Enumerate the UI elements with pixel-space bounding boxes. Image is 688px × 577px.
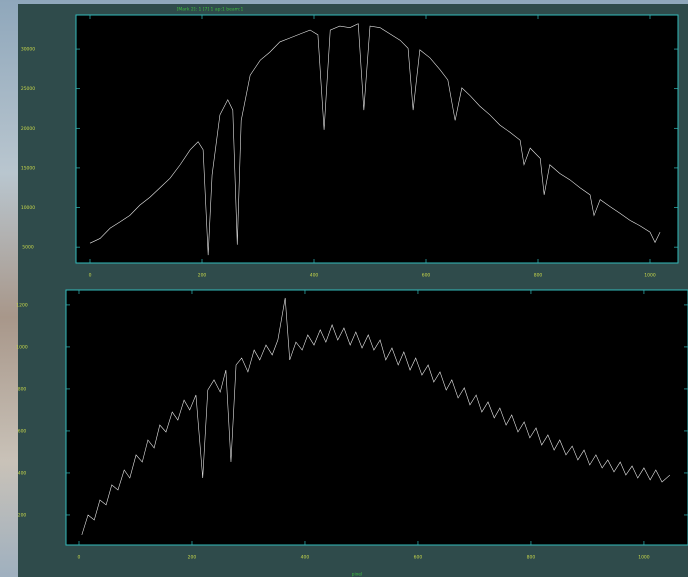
y-tick-label: 25000 [21, 86, 35, 92]
plot-area [65, 289, 688, 546]
y-tick-label: 1200 [16, 302, 28, 308]
y-tick-label: 800 [18, 386, 27, 392]
spectrum-line [81, 297, 671, 536]
spectrum-line [89, 23, 661, 256]
y-tick-label: 30000 [21, 47, 35, 53]
y-tick-label: 600 [18, 428, 27, 434]
x-axis-label: pixel [352, 572, 363, 577]
y-tick-label: 200 [18, 512, 27, 518]
y-tick-label: 20000 [21, 126, 35, 132]
x-tick-label: 200 [188, 555, 197, 561]
x-tick-label: 1000 [644, 273, 656, 279]
x-tick-label: 800 [534, 273, 543, 279]
y-tick-label: 1000 [16, 344, 28, 350]
x-tick-label: 400 [310, 273, 319, 279]
x-tick-label: 1000 [638, 555, 650, 561]
y-tick-label: 5000 [22, 245, 34, 251]
x-tick-label: 600 [422, 273, 431, 279]
y-tick-label: 15000 [21, 165, 35, 171]
y-tick-label: 10000 [21, 205, 35, 211]
chart-title: [Mark 2]: 1 [7] 1 ap:1 beam:1 [177, 7, 244, 13]
plot-area [75, 14, 679, 264]
y-tick-label: 400 [18, 470, 27, 476]
x-tick-label: 400 [301, 555, 310, 561]
x-tick-label: 0 [89, 273, 92, 279]
x-tick-label: 800 [527, 555, 536, 561]
x-tick-label: 200 [198, 273, 207, 279]
x-tick-label: 0 [78, 555, 81, 561]
x-tick-label: 600 [414, 555, 423, 561]
